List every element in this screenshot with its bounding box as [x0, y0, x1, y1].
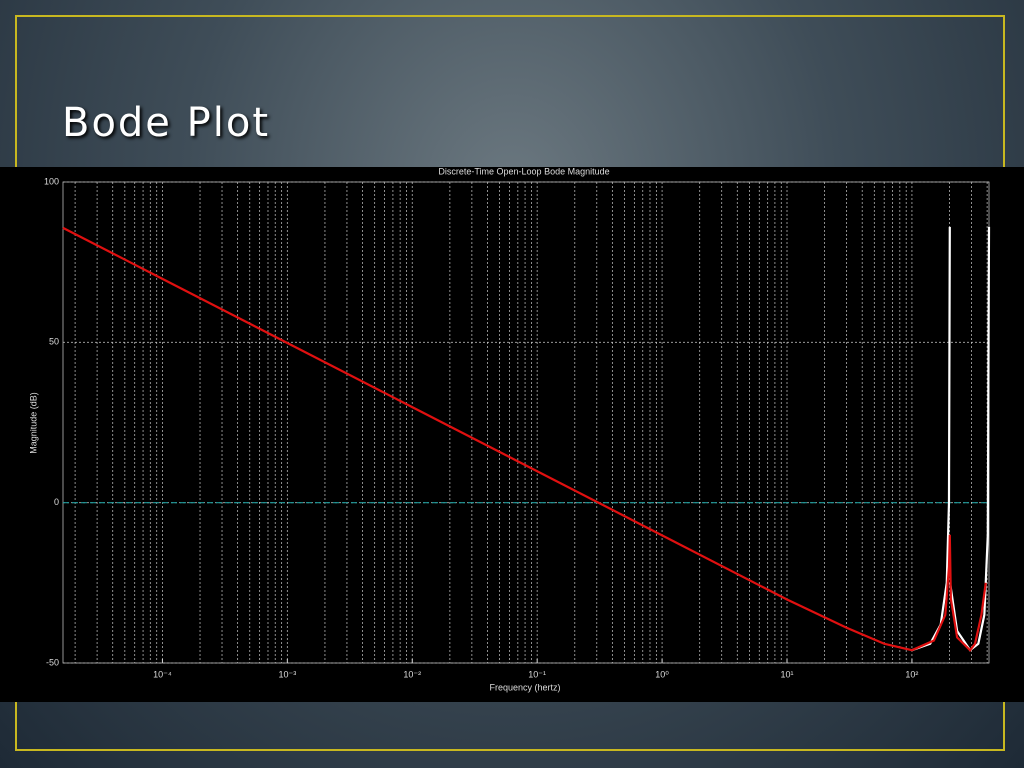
- x-tick-label: 10¹: [781, 669, 794, 679]
- x-tick-label: 10⁻⁴: [153, 669, 172, 679]
- y-tick-label: 50: [49, 337, 59, 347]
- y-axis-label: Magnitude (dB): [28, 392, 38, 454]
- chart-background: [0, 167, 1024, 702]
- y-tick-label: -50: [46, 657, 59, 667]
- y-tick-label: 0: [54, 497, 59, 507]
- x-tick-label: 10⁰: [655, 669, 669, 679]
- x-tick-label: 10⁻¹: [528, 669, 546, 679]
- x-tick-label: 10⁻²: [403, 669, 421, 679]
- x-tick-label: 10²: [905, 669, 918, 679]
- chart-title: Discrete-Time Open-Loop Bode Magnitude: [438, 167, 609, 176]
- y-tick-label: 100: [44, 176, 59, 186]
- slide-title: Bode Plot: [62, 100, 271, 146]
- x-tick-label: 10⁻³: [278, 669, 296, 679]
- x-axis-label: Frequency (hertz): [489, 682, 560, 692]
- series-line: [62, 226, 987, 652]
- chart: Discrete-Time Open-Loop Bode Magnitude F…: [0, 167, 1024, 702]
